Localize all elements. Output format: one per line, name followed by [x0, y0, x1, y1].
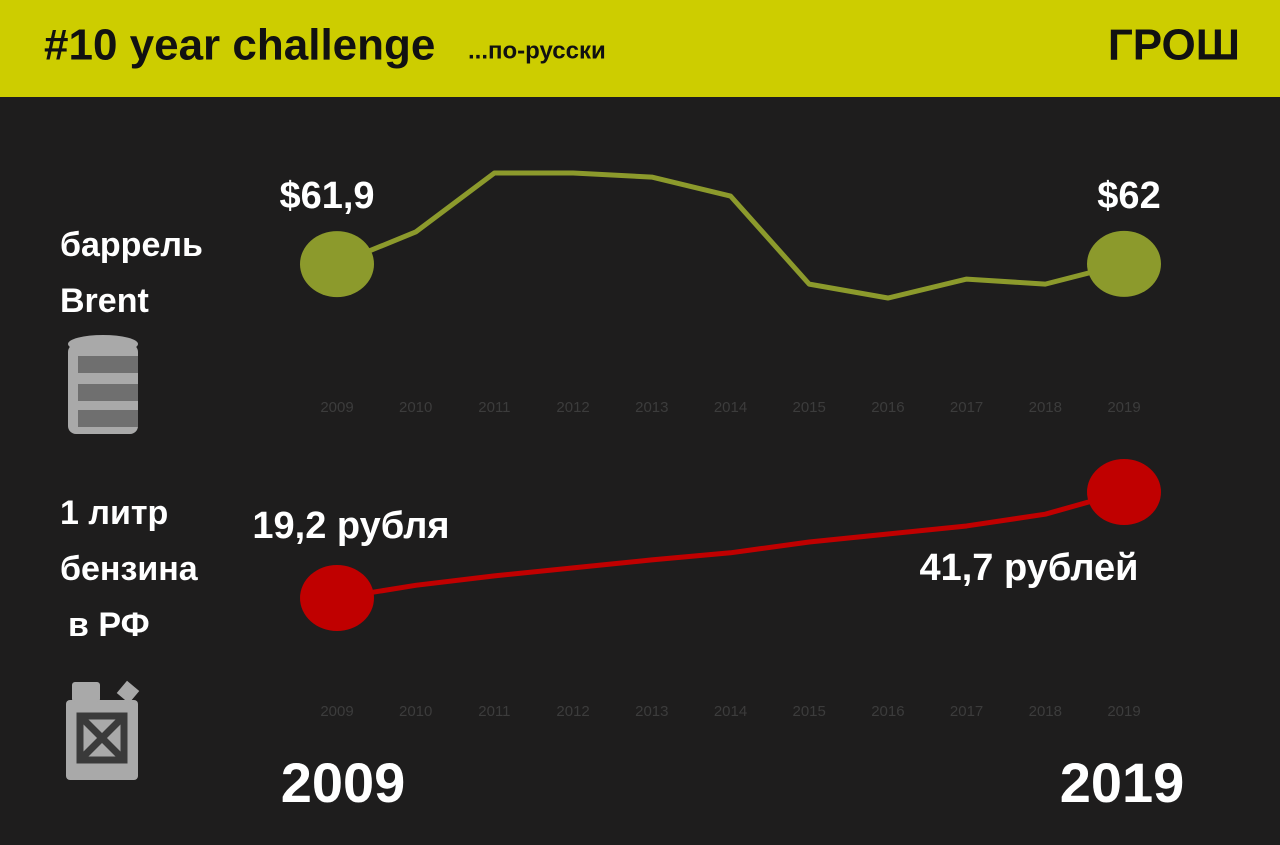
x-tick-label: 2012 [556, 703, 589, 720]
x-tick-label: 2010 [399, 703, 432, 720]
x-tick-label: 2014 [714, 703, 747, 720]
x-tick-label: 2016 [871, 703, 904, 720]
x-tick-label: 2013 [635, 399, 668, 416]
x-tick-label: 2013 [635, 703, 668, 720]
row-label: 1 литр [60, 494, 168, 532]
row-label: баррель [60, 226, 203, 264]
period-start: 2009 [281, 751, 406, 814]
header-bar [0, 0, 1280, 97]
x-tick-label: 2014 [714, 399, 747, 416]
x-tick-label: 2015 [793, 703, 826, 720]
x-tick-label: 2019 [1107, 703, 1140, 720]
period-end: 2019 [1060, 751, 1185, 814]
data-line [336, 489, 1125, 601]
x-tick-label: 2011 [478, 399, 510, 416]
x-tick-label: 2016 [871, 399, 904, 416]
x-tick-label: 2009 [320, 703, 353, 720]
barrel-icon [68, 335, 138, 434]
marker [300, 231, 374, 298]
x-tick-label: 2012 [556, 399, 589, 416]
x-tick-label: 2017 [950, 399, 983, 416]
x-tick-label: 2009 [320, 399, 353, 416]
x-tick-label: 2010 [399, 399, 432, 416]
row-label: в РФ [68, 606, 150, 644]
marker [300, 565, 374, 632]
logo: ГРОШ [1108, 21, 1240, 70]
x-tick-label: 2011 [478, 703, 510, 720]
value-label: $62 [1097, 175, 1160, 217]
x-tick-label: 2015 [793, 399, 826, 416]
x-tick-label: 2017 [950, 703, 983, 720]
x-tick-label: 2019 [1107, 399, 1140, 416]
title: #10 year challenge [44, 21, 435, 70]
value-label: 41,7 рублей [919, 547, 1138, 589]
value-label: $61,9 [279, 175, 374, 217]
x-tick-label: 2018 [1029, 399, 1062, 416]
marker [1087, 230, 1161, 297]
data-line [336, 170, 1125, 301]
x-tick-label: 2018 [1029, 703, 1062, 720]
value-label: 19,2 рубля [252, 505, 449, 547]
side-labels: баррель Brent 1 литр бензина в РФ [60, 226, 203, 644]
row-label: Brent [60, 282, 149, 320]
marker [1087, 459, 1161, 526]
row-label: бензина [60, 550, 199, 588]
canister-icon [66, 680, 140, 780]
subtitle: ...по-русски [468, 37, 606, 64]
